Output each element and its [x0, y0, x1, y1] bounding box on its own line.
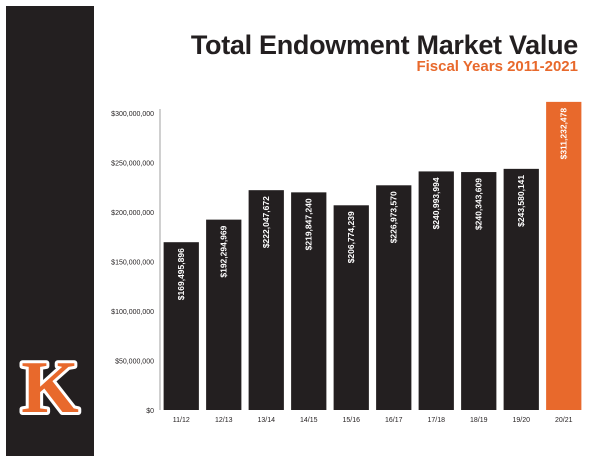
bar-value-label: $240,993,994: [431, 177, 441, 229]
bar: [461, 172, 497, 410]
bar-value-label: $311,232,478: [559, 108, 569, 160]
x-tick-label: 12/13: [215, 417, 233, 424]
x-tick-label: 15/16: [342, 417, 360, 424]
x-tick-label: 16/17: [385, 417, 403, 424]
y-tick-label: $150,000,000: [111, 260, 154, 267]
svg-text:K: K: [21, 351, 79, 419]
bar-value-label: $169,495,896: [176, 248, 186, 300]
y-tick-label: $250,000,000: [111, 161, 154, 168]
bar: [206, 219, 242, 410]
bar: [248, 190, 284, 410]
chart-title: Total Endowment Market Value: [190, 30, 578, 60]
bar: [163, 242, 199, 410]
bar-value-label: $226,973,570: [389, 191, 399, 243]
x-tick-label: 20/21: [555, 417, 573, 424]
y-tick-label: $200,000,000: [111, 210, 154, 217]
x-tick-label: 11/12: [173, 417, 190, 424]
bar: [546, 101, 582, 410]
x-tick-label: 18/19: [470, 417, 488, 424]
bar-value-label: $192,294,969: [219, 225, 229, 277]
svg-text:K: K: [21, 351, 79, 419]
bar: [291, 192, 327, 410]
y-tick-label: $100,000,000: [111, 309, 154, 316]
bar: [503, 168, 539, 410]
bar: [333, 205, 369, 410]
x-tick-label: 14/15: [300, 417, 318, 424]
bar-value-label: $222,047,672: [261, 196, 271, 248]
bar-value-label: $243,580,141: [516, 175, 526, 227]
bar: [376, 185, 412, 410]
bar: [418, 171, 454, 410]
y-tick-label: $300,000,000: [111, 111, 154, 118]
x-tick-label: 13/14: [257, 417, 275, 424]
bar-value-label: $240,343,609: [474, 178, 484, 230]
x-tick-label: 17/18: [427, 417, 445, 424]
chart-subtitle: Fiscal Years 2011-2021: [416, 58, 578, 75]
y-tick-label: $50,000,000: [115, 359, 154, 366]
k-logo-icon: K K: [18, 351, 82, 419]
bar-value-label: $219,847,240: [304, 198, 314, 250]
side-panel: [6, 6, 94, 456]
bar-value-label: $206,774,239: [346, 211, 356, 263]
y-tick-label: $0: [146, 408, 154, 415]
x-tick-label: 19/20: [512, 417, 530, 424]
